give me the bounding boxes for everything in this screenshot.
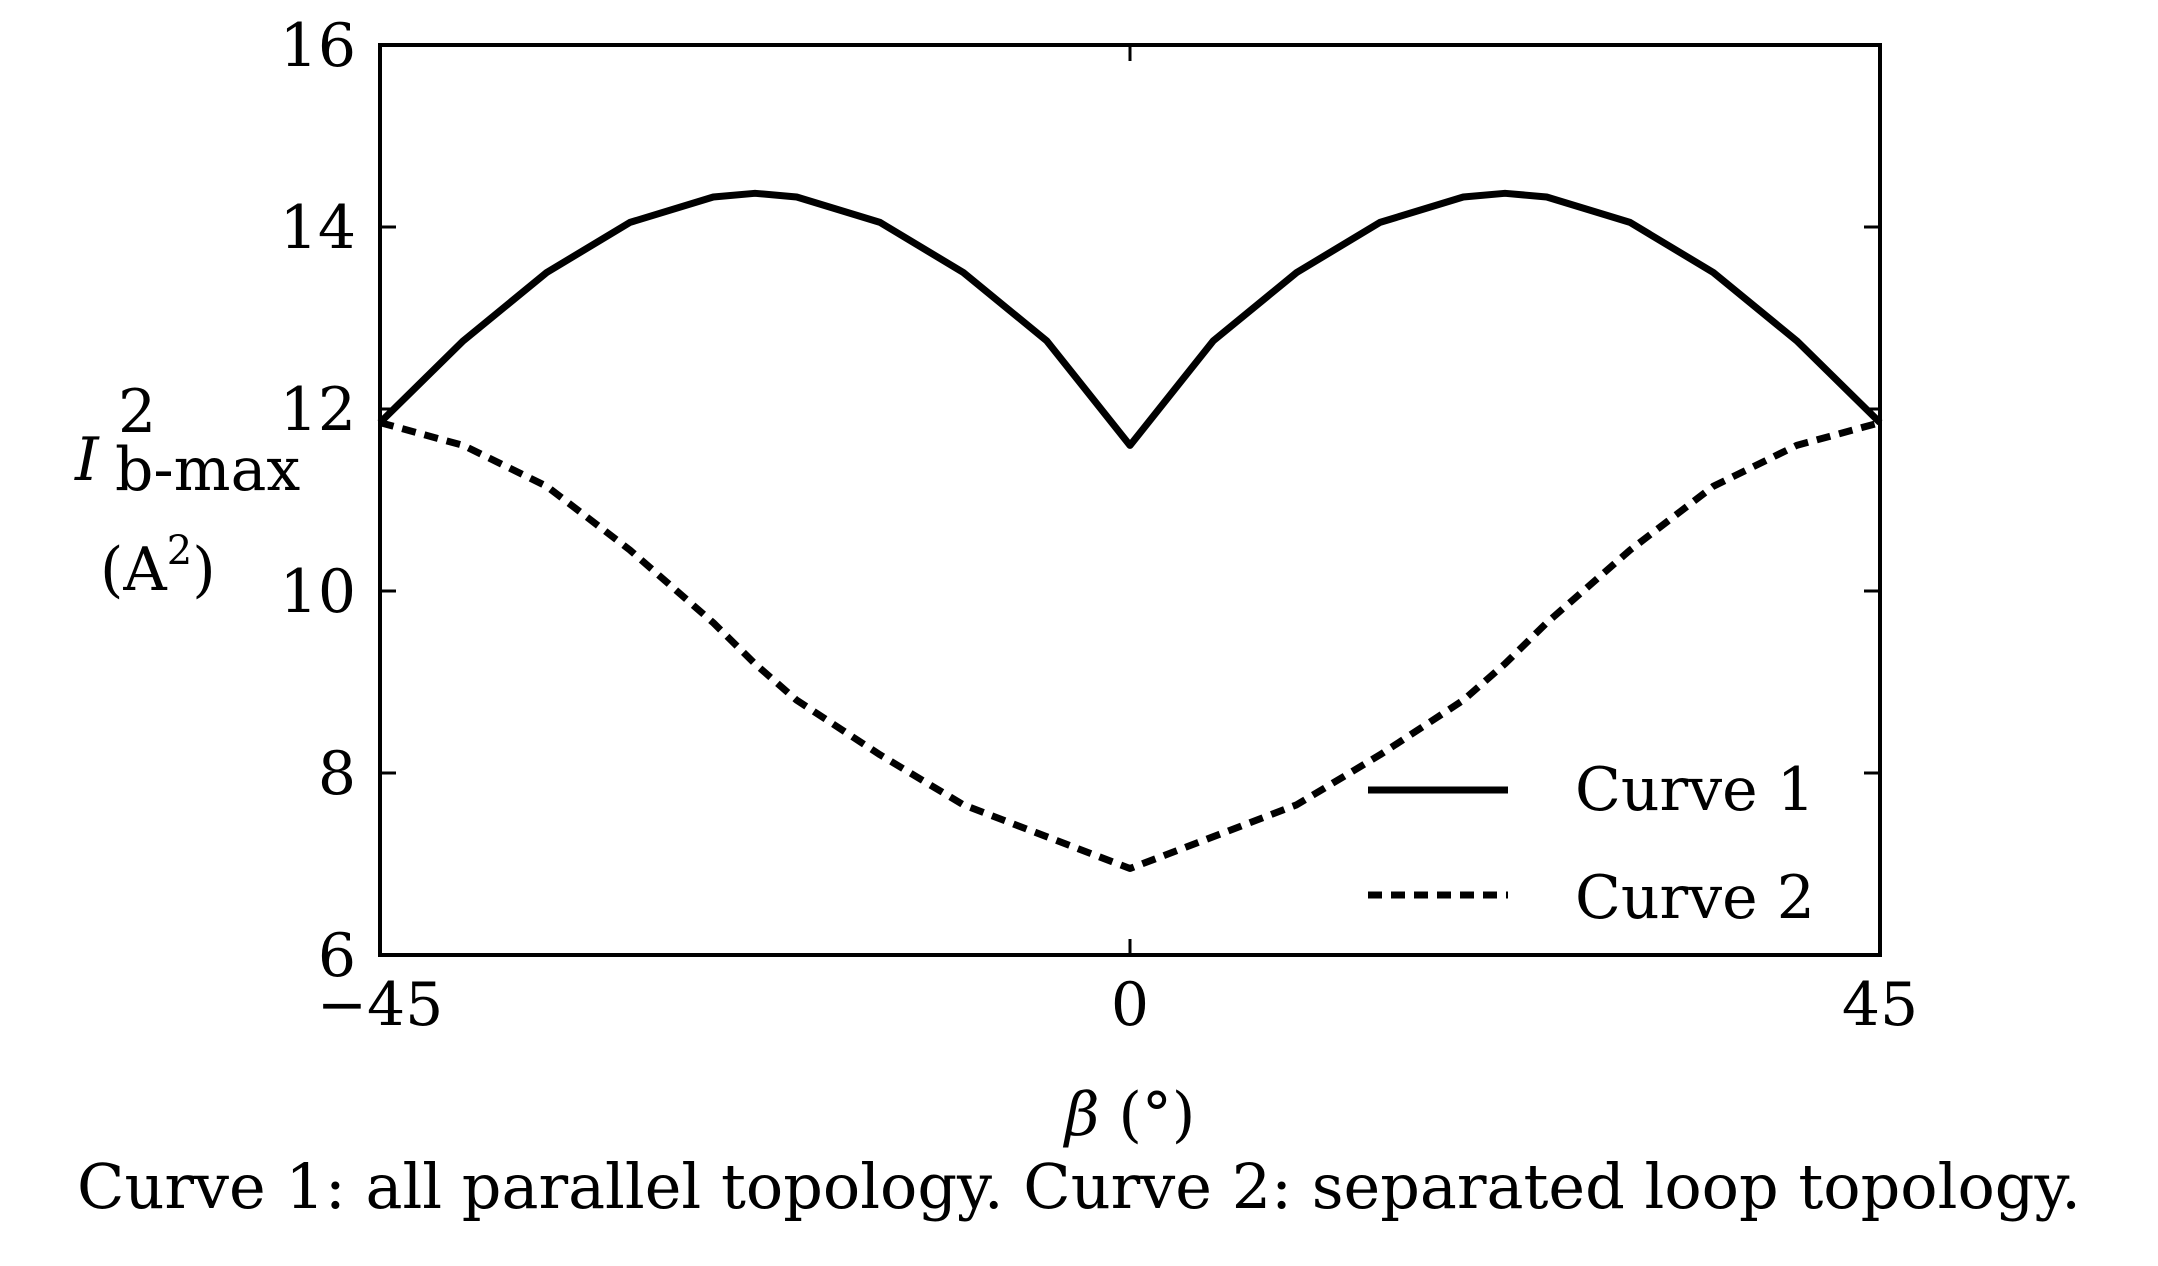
legend-label-curve-1: Curve 1 <box>1575 755 1815 825</box>
y-axis-symbol: I <box>74 425 100 495</box>
y-axis-ticks: 6 8 10 12 14 16 <box>280 11 1880 991</box>
x-axis-symbol: β <box>1063 1080 1100 1150</box>
x-axis-title: β (°) <box>1063 1080 1196 1150</box>
legend-label-curve-2: Curve 2 <box>1575 863 1815 933</box>
legend: Curve 1 Curve 2 <box>1368 755 1815 933</box>
series-layer <box>377 189 1883 872</box>
y-axis-title: I 2 b-max (A2) <box>74 377 300 605</box>
y-tick-label: 16 <box>280 11 356 81</box>
y-tick-label: 12 <box>280 375 356 445</box>
x-tick-label: 45 <box>1842 970 1918 1040</box>
series-line-curve-2 <box>379 419 1881 872</box>
y-tick-label: 8 <box>318 739 356 809</box>
y-axis-unit: (A2) <box>100 528 216 605</box>
y-axis-unit-open: (A <box>100 535 167 605</box>
x-tick-label: −45 <box>317 970 444 1040</box>
y-tick-label: 6 <box>318 921 356 991</box>
y-axis-unit-sup: 2 <box>167 528 192 574</box>
svg-text:β (°): β (°) <box>1063 1080 1196 1150</box>
series-line-curve-1 <box>377 189 1883 449</box>
y-tick-label: 10 <box>280 557 356 627</box>
y-axis-unit-close: ) <box>192 535 215 605</box>
x-axis-ticks: −45 0 45 <box>317 45 1918 1040</box>
y-tick-label: 14 <box>280 193 356 263</box>
y-axis-subscript: b-max <box>115 435 300 505</box>
x-axis-unit: (°) <box>1099 1080 1195 1150</box>
x-tick-label: 0 <box>1111 970 1149 1040</box>
figure-caption: Curve 1: all parallel topology. Curve 2:… <box>77 1150 2081 1223</box>
y-axis-superscript: 2 <box>118 377 156 447</box>
